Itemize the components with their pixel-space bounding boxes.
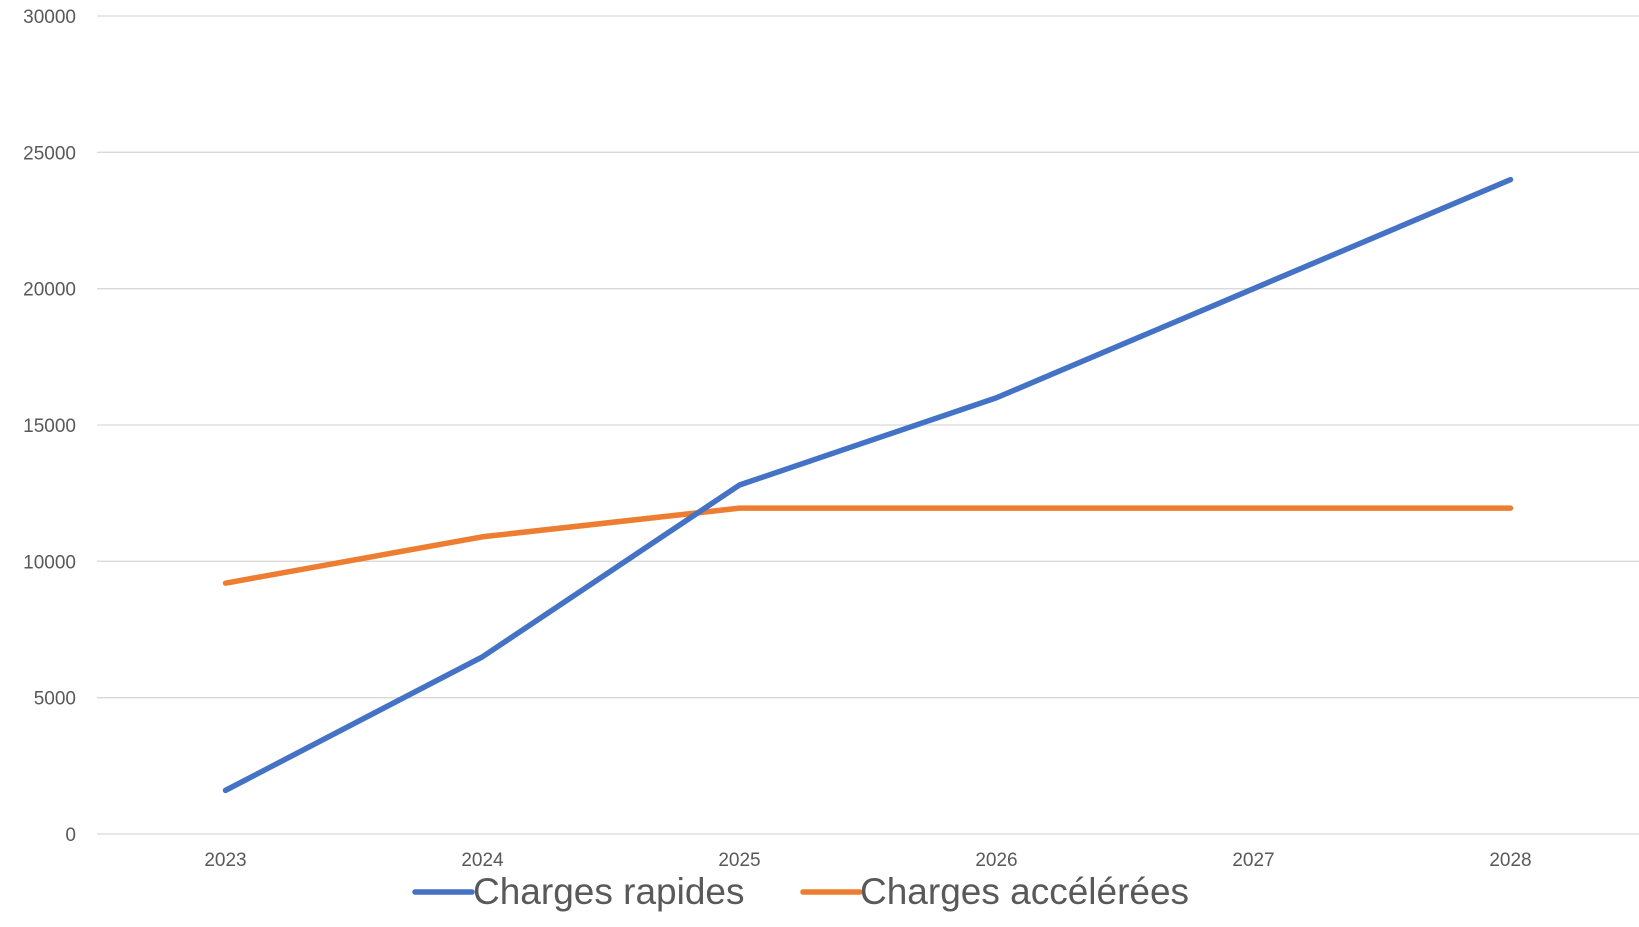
x-tick-label: 2023 xyxy=(204,850,246,871)
series-line-0 xyxy=(222,176,1514,794)
x-tick-label: 2026 xyxy=(975,850,1017,871)
x-axis: 2023 2024 2025 2026 2027 2028 xyxy=(204,850,1531,871)
x-tick-label: 2028 xyxy=(1489,850,1531,871)
x-tick-label: 2025 xyxy=(718,850,760,871)
x-tick-label: 2027 xyxy=(1232,850,1274,871)
y-tick-label: 10000 xyxy=(23,552,76,573)
series-lines xyxy=(222,176,1514,794)
y-tick-label: 0 xyxy=(65,825,76,846)
y-tick-label: 15000 xyxy=(23,416,76,437)
legend-label-0: Charges rapides xyxy=(473,871,744,912)
y-tick-label: 20000 xyxy=(23,280,76,301)
y-tick-label: 5000 xyxy=(34,689,76,710)
legend: Charges rapides Charges accélérées xyxy=(412,871,1189,912)
y-tick-label: 25000 xyxy=(23,143,76,164)
gridlines xyxy=(97,15,1639,835)
x-tick-label: 2024 xyxy=(461,850,504,871)
legend-label-1: Charges accélérées xyxy=(860,871,1189,912)
y-axis: 0 5000 10000 15000 20000 25000 30000 xyxy=(23,7,76,846)
y-tick-label: 30000 xyxy=(23,7,76,28)
series-line-1 xyxy=(222,505,1514,586)
